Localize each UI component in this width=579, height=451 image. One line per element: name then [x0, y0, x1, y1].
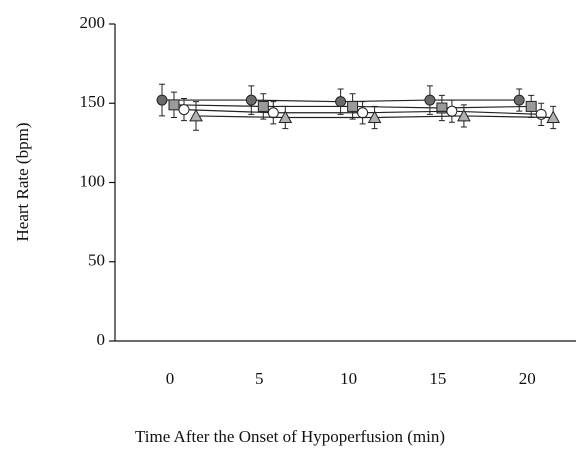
x-tick-label: 15 [429, 369, 446, 388]
y-axis-label: Heart Rate (bpm) [13, 123, 32, 242]
marker [189, 108, 203, 122]
x-tick-label: 0 [166, 369, 175, 388]
marker [335, 96, 347, 108]
marker [347, 100, 359, 112]
marker [525, 100, 537, 112]
y-tick-label: 150 [80, 92, 106, 111]
marker [357, 107, 369, 119]
marker [446, 105, 458, 117]
marker [245, 94, 257, 106]
marker [178, 104, 190, 116]
x-tick-label: 10 [340, 369, 357, 388]
y-tick-label: 50 [88, 251, 105, 270]
y-tick-label: 0 [97, 330, 106, 349]
marker [513, 94, 525, 106]
marker [457, 108, 471, 122]
y-tick-label: 100 [80, 171, 106, 190]
marker [424, 94, 436, 106]
y-tick-label: 200 [80, 13, 106, 32]
marker [436, 102, 448, 114]
marker [278, 110, 293, 124]
marker [156, 94, 168, 106]
marker [257, 100, 269, 112]
x-axis-label: Time After the Onset of Hypoperfusion (m… [135, 427, 445, 446]
marker [168, 99, 180, 111]
marker [267, 107, 279, 119]
marker [546, 110, 561, 124]
marker [367, 110, 382, 124]
x-tick-label: 20 [519, 369, 536, 388]
x-tick-label: 5 [255, 369, 264, 388]
